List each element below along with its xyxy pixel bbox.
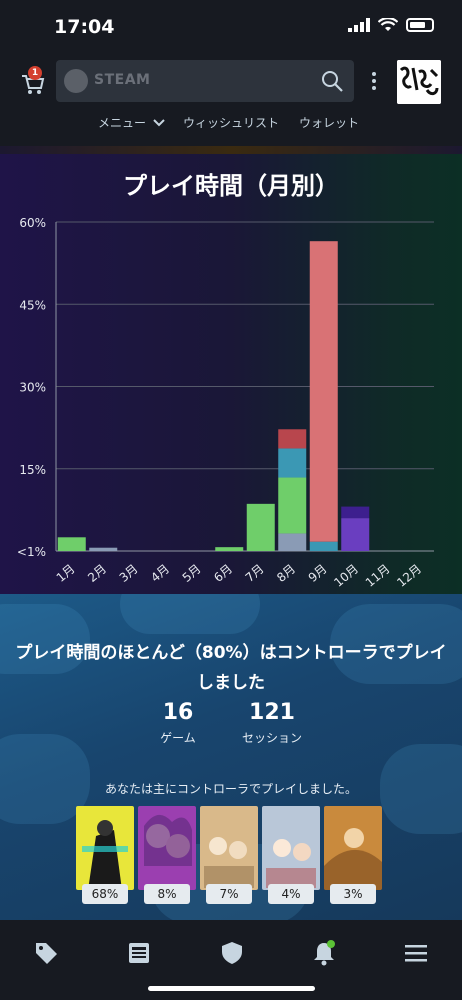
game-art bbox=[76, 806, 134, 890]
search-brand-text: STEAM bbox=[94, 72, 151, 88]
game-card[interactable] bbox=[138, 806, 196, 890]
header-nav: メニュー ウィッシュリスト ウォレット bbox=[0, 114, 462, 134]
game-art bbox=[324, 806, 382, 890]
x-tick-label: 8月 bbox=[274, 562, 298, 585]
y-tick-label: <1% bbox=[17, 545, 46, 559]
game-percent-badge: 4% bbox=[268, 884, 314, 904]
signal-icon bbox=[348, 18, 370, 32]
chart-bar bbox=[278, 429, 307, 449]
chart-bar bbox=[57, 537, 86, 551]
game-art bbox=[138, 806, 196, 890]
game-art bbox=[262, 806, 320, 890]
chevron-down-icon bbox=[153, 119, 165, 127]
games-count: 16 bbox=[162, 700, 194, 725]
more-options-icon[interactable] bbox=[372, 72, 378, 92]
controller-title: プレイ時間のほとんど（80%）はコントローラでプレイしました bbox=[15, 643, 447, 693]
x-tick-label: 1月 bbox=[54, 562, 78, 585]
playtime-chart: <1% 15% 30% 45% 60% 1月 2月 3月 4月 5月 6月 7月 8月 9月 10月 11月 1… bbox=[17, 216, 434, 590]
tag-icon[interactable] bbox=[33, 940, 59, 966]
controller-subtitle: あなたは主にコントローラでプレイしました。 bbox=[104, 782, 357, 796]
status-icons bbox=[348, 18, 434, 32]
chart-bar bbox=[309, 541, 338, 551]
game-card[interactable] bbox=[76, 806, 134, 890]
controller-section: プレイ時間のほとんど（80%）はコントローラでプレイしました 16 ゲーム 12… bbox=[0, 594, 462, 920]
chart-bar bbox=[341, 518, 370, 551]
x-tick-label: 5月 bbox=[180, 562, 204, 585]
news-icon[interactable] bbox=[126, 940, 152, 966]
cart-badge: 1 bbox=[28, 66, 42, 80]
nav-item-menu[interactable]: メニュー bbox=[98, 114, 165, 131]
game-card[interactable] bbox=[324, 806, 382, 890]
x-tick-label: 10月 bbox=[331, 562, 361, 590]
playtime-title: プレイ時間（月別） bbox=[123, 172, 339, 200]
search-input[interactable]: STEAM bbox=[56, 60, 354, 102]
battery-icon bbox=[406, 18, 434, 32]
bell-icon[interactable] bbox=[311, 940, 337, 966]
chart-bar bbox=[215, 547, 244, 551]
y-tick-label: 60% bbox=[19, 216, 46, 230]
x-tick-label: 9月 bbox=[306, 562, 330, 585]
game-card[interactable] bbox=[200, 806, 258, 890]
chart-bar bbox=[89, 547, 118, 551]
nav-item-wallet[interactable]: ウォレット bbox=[299, 116, 360, 130]
playtime-section: プレイ時間（月別） <1% 15% 30% 45% 60% 1月 2月 3月 4月 5月 6月 7月 8… bbox=[0, 146, 462, 594]
status-bar: 17:04 bbox=[0, 0, 462, 52]
game-percent-badge: 7% bbox=[206, 884, 252, 904]
chart-bar bbox=[278, 533, 307, 551]
game-art bbox=[200, 806, 258, 890]
game-percent-badge: 68% bbox=[82, 884, 128, 904]
wifi-icon bbox=[378, 18, 398, 31]
x-tick-label: 7月 bbox=[243, 562, 267, 585]
game-card[interactable] bbox=[262, 806, 320, 890]
x-tick-label: 6月 bbox=[211, 562, 235, 585]
steam-logo-icon bbox=[64, 69, 88, 93]
game-percent-badge: 8% bbox=[144, 884, 190, 904]
status-time: 17:04 bbox=[54, 16, 115, 38]
games-stat: 16 ゲーム bbox=[150, 700, 206, 746]
nav-item-wishlist[interactable]: ウィッシュリスト bbox=[183, 116, 280, 130]
games-label: ゲーム bbox=[160, 731, 196, 745]
x-tick-label: 4月 bbox=[148, 562, 172, 585]
nav-menu-label: メニュー bbox=[98, 116, 147, 130]
chart-bar bbox=[341, 506, 370, 519]
y-tick-label: 45% bbox=[19, 298, 46, 312]
sessions-stat: 121 セッション bbox=[234, 700, 310, 746]
chart-bar bbox=[309, 241, 338, 542]
x-tick-label: 3月 bbox=[117, 562, 141, 585]
y-tick-label: 30% bbox=[19, 381, 46, 395]
sessions-label: セッション bbox=[241, 731, 302, 745]
search-icon[interactable] bbox=[320, 69, 344, 93]
shield-icon[interactable] bbox=[219, 940, 245, 966]
game-percent-badge: 3% bbox=[330, 884, 376, 904]
chart-bar bbox=[278, 477, 307, 534]
avatar[interactable] bbox=[397, 60, 441, 104]
x-tick-label: 12月 bbox=[394, 562, 424, 590]
x-tick-label: 11月 bbox=[363, 562, 393, 590]
sessions-count: 121 bbox=[249, 700, 295, 725]
x-tick-label: 2月 bbox=[85, 562, 109, 585]
y-tick-label: 15% bbox=[19, 463, 46, 477]
menu-icon[interactable] bbox=[403, 940, 429, 966]
chart-bar bbox=[278, 448, 307, 478]
home-indicator bbox=[148, 986, 315, 991]
cart-icon[interactable] bbox=[20, 70, 46, 96]
chart-bar bbox=[246, 503, 275, 551]
header: 1 STEAM メニュー ウィッシュリスト ウォレット bbox=[0, 52, 462, 144]
